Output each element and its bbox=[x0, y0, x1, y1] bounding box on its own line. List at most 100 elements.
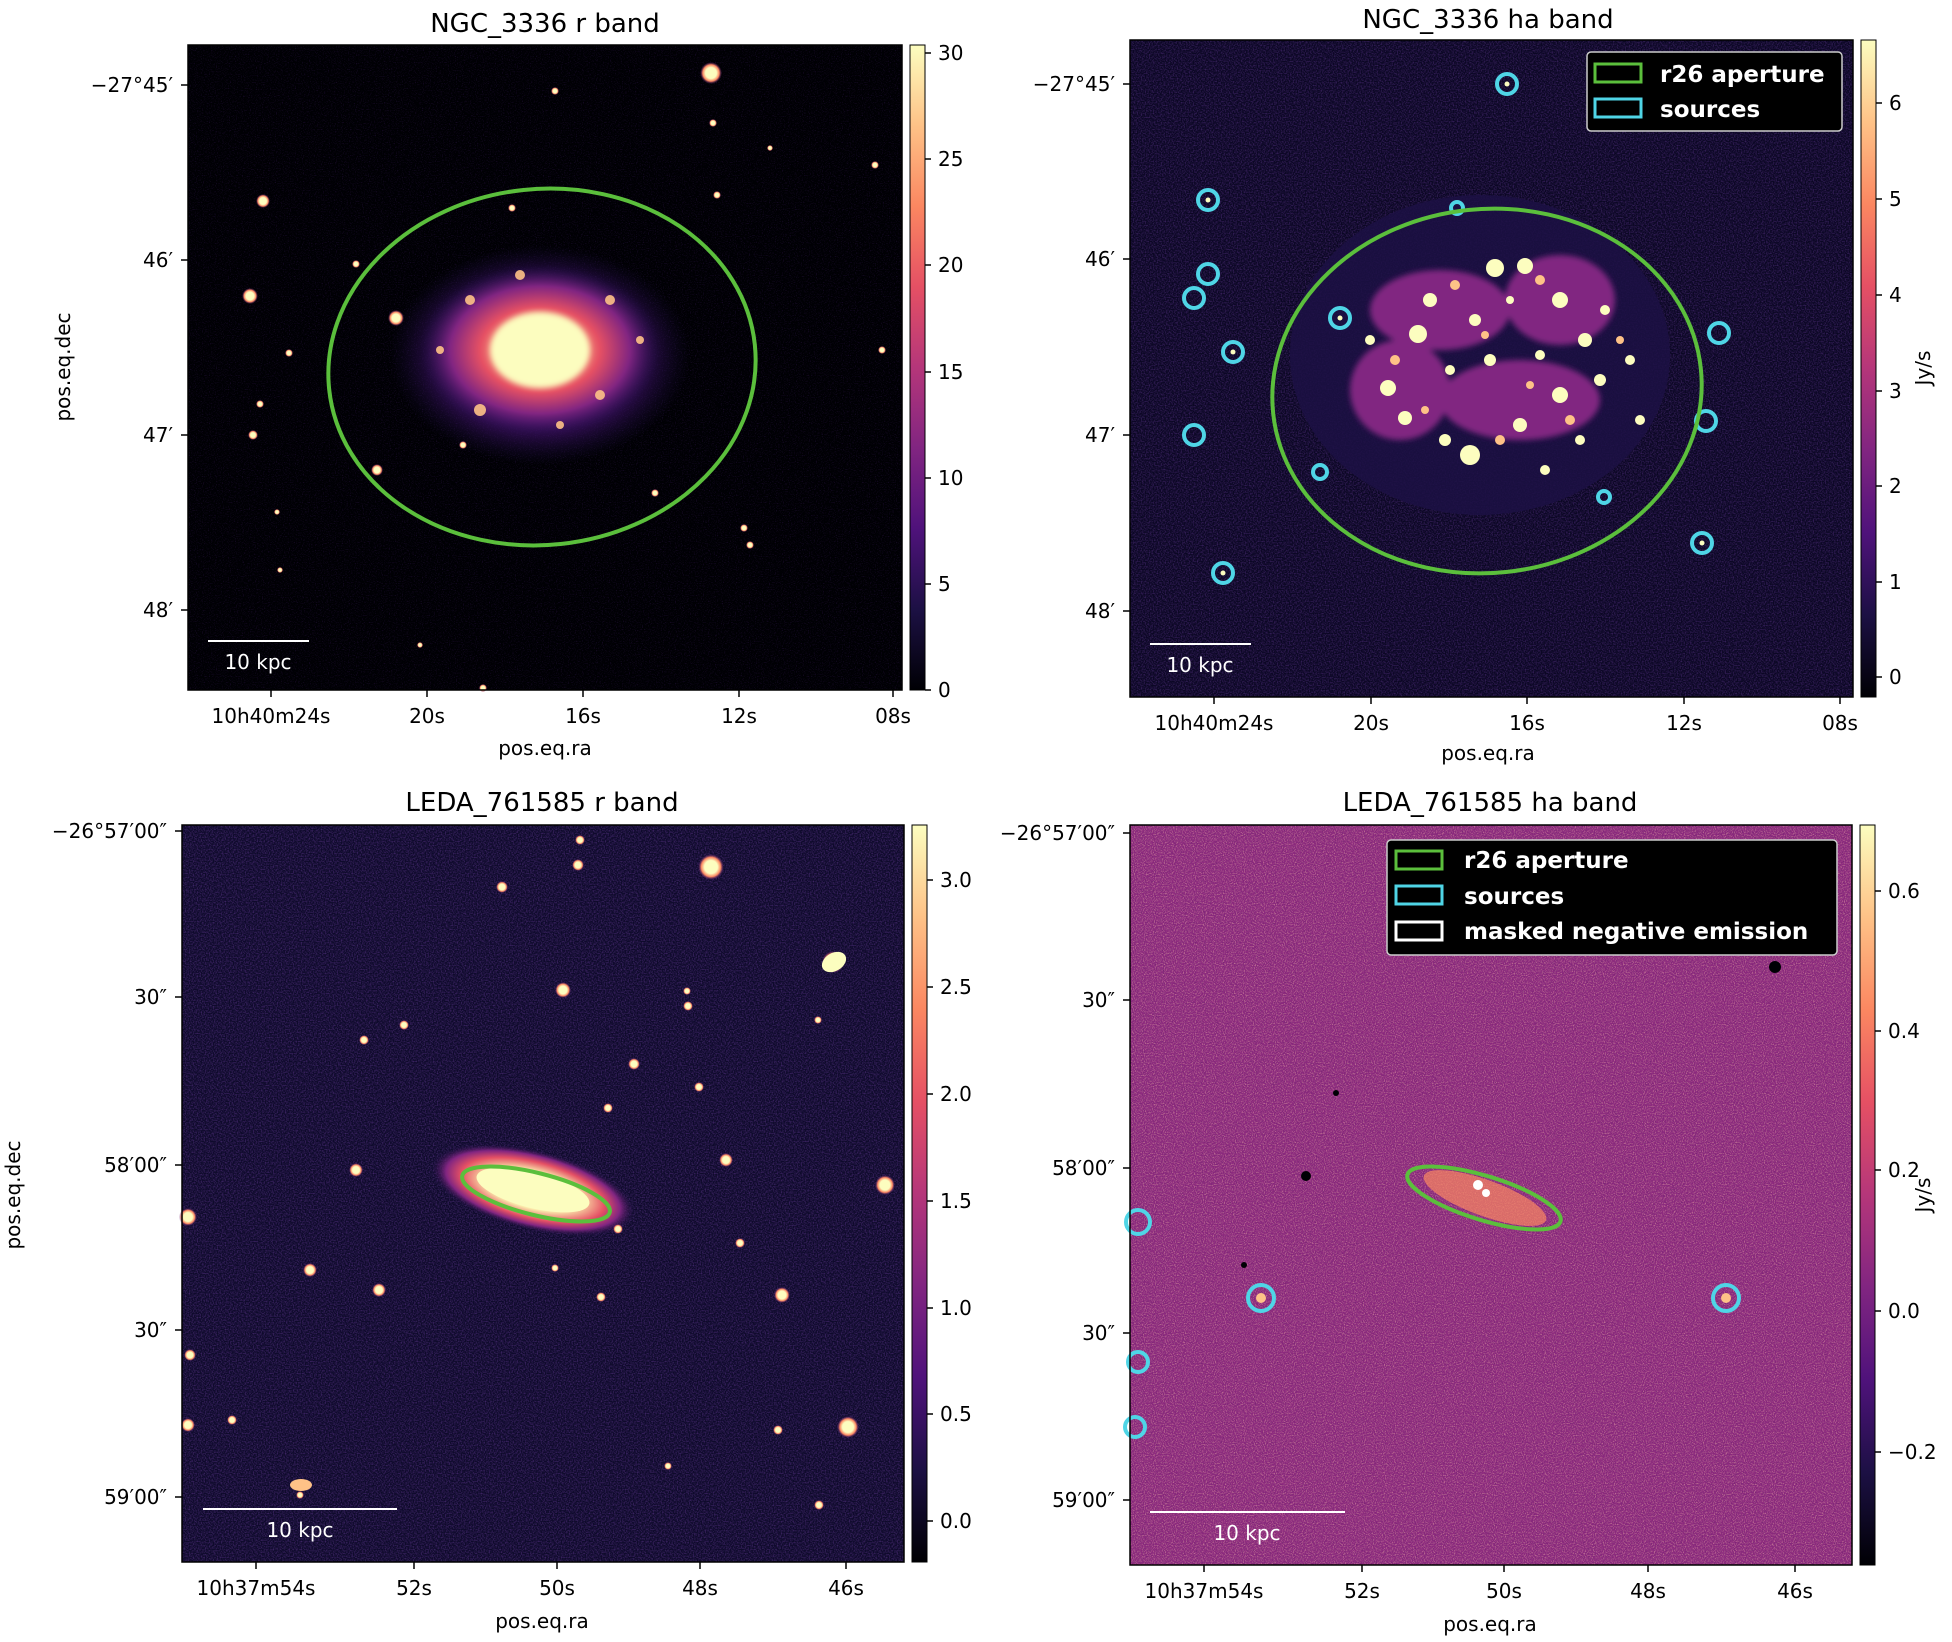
legend-entry: sources bbox=[1660, 97, 1760, 123]
r26-aperture bbox=[460, 1164, 612, 1224]
colorbar-label: Jy/s bbox=[1911, 1178, 1935, 1215]
x-tick-label: 12s bbox=[1666, 711, 1702, 735]
legend: r26 aperture sources masked negative emi… bbox=[1386, 839, 1838, 956]
colorbar-tick: 1.5 bbox=[940, 1189, 972, 1213]
colorbar-tick: 15 bbox=[938, 360, 963, 384]
scale-bar-label: 10 kpc bbox=[266, 1518, 333, 1542]
x-axis-label: pos.eq.ra bbox=[498, 736, 592, 760]
panel-title: LEDA_761585 ha band bbox=[1343, 788, 1638, 818]
legend: r26 aperture sources bbox=[1586, 51, 1843, 132]
x-tick-label: 08s bbox=[875, 704, 911, 728]
colorbar-tick: 0.0 bbox=[1888, 1299, 1920, 1323]
source-markers bbox=[1123, 1208, 1741, 1439]
scale-bar-label: 10 kpc bbox=[1213, 1521, 1280, 1545]
y-axis-label: pos.eq.dec bbox=[51, 312, 75, 421]
scale-bar-label: 10 kpc bbox=[1166, 653, 1233, 677]
colorbar-tick: 0 bbox=[938, 678, 951, 702]
y-tick-label: 46′ bbox=[143, 248, 173, 272]
x-tick-label: 48s bbox=[1630, 1579, 1666, 1603]
source-markers bbox=[1182, 72, 1731, 585]
plot-frame bbox=[181, 824, 905, 1563]
colorbar: −0.2 0.0 0.2 0.4 0.6 Jy/s bbox=[1859, 824, 1937, 1566]
scale-bar: 10 kpc bbox=[208, 640, 309, 674]
colorbar-tick: 3.0 bbox=[940, 868, 972, 892]
y-tick-label: 30″ bbox=[134, 985, 167, 1009]
colorbar: 0 1 2 3 4 5 6 Jy/s bbox=[1860, 39, 1935, 698]
y-tick-label: 48′ bbox=[143, 598, 173, 622]
y-tick-label: 58′00″ bbox=[104, 1153, 167, 1177]
colorbar-tick: 2 bbox=[1889, 474, 1902, 498]
y-tick-label: 30″ bbox=[1082, 988, 1115, 1012]
colorbar-tick: 0.5 bbox=[940, 1402, 972, 1426]
x-tick-label: 50s bbox=[1486, 1579, 1522, 1603]
colorbar-tick: −0.2 bbox=[1888, 1440, 1937, 1464]
panel-title: NGC_3336 r band bbox=[430, 9, 660, 39]
legend-entry: masked negative emission bbox=[1464, 919, 1808, 945]
colorbar-tick: 0.0 bbox=[940, 1509, 972, 1533]
colorbar-tick: 3 bbox=[1889, 379, 1902, 403]
colorbar-tick: 4 bbox=[1889, 283, 1902, 307]
r26-aperture bbox=[1405, 1164, 1563, 1232]
y-axis-label: pos.eq.dec bbox=[1, 1140, 25, 1249]
x-tick-label: 12s bbox=[721, 704, 757, 728]
sky-image bbox=[179, 825, 904, 1562]
x-tick-label: 20s bbox=[409, 704, 445, 728]
x-tick-label: 46s bbox=[1777, 1579, 1813, 1603]
x-tick-label: 10h37m54s bbox=[197, 1576, 316, 1600]
colorbar-tick: 20 bbox=[938, 253, 963, 277]
sky-image: r26 aperture sources bbox=[1130, 40, 1853, 697]
x-tick-label: 10h40m24s bbox=[212, 704, 331, 728]
y-tick-label: 59′00″ bbox=[104, 1485, 167, 1509]
y-tick-label: 46′ bbox=[1085, 247, 1115, 271]
scale-bar: 10 kpc bbox=[1150, 1511, 1345, 1545]
colorbar-tick: 5 bbox=[938, 572, 951, 596]
colorbar-tick: 2.5 bbox=[940, 975, 972, 999]
panel-ngc3336-ha: NGC_3336 ha band bbox=[1033, 5, 1935, 765]
sky-image: r26 aperture sources masked negative emi… bbox=[1123, 825, 1852, 1565]
y-tick-label: 30″ bbox=[134, 1318, 167, 1342]
plot-frame bbox=[1129, 824, 1853, 1566]
x-tick-label: 48s bbox=[682, 1576, 718, 1600]
r26-aperture bbox=[1270, 206, 1704, 576]
x-tick-label: 46s bbox=[828, 1576, 864, 1600]
y-tick-label: −27°45′ bbox=[91, 73, 174, 97]
x-axis-label: pos.eq.ra bbox=[495, 1609, 589, 1633]
colorbar-tick: 6 bbox=[1889, 91, 1902, 115]
colorbar-tick: 10 bbox=[938, 466, 963, 490]
x-tick-label: 52s bbox=[396, 1576, 432, 1600]
scale-bar: 10 kpc bbox=[1150, 643, 1251, 677]
plot-frame bbox=[187, 44, 903, 691]
legend-entry: r26 aperture bbox=[1660, 62, 1825, 88]
x-tick-label: 08s bbox=[1822, 711, 1858, 735]
y-tick-label: −26°57′00″ bbox=[1000, 821, 1115, 845]
y-tick-label: 58′00″ bbox=[1052, 1156, 1115, 1180]
panel-title: NGC_3336 ha band bbox=[1362, 5, 1613, 35]
legend-entry: r26 aperture bbox=[1464, 848, 1629, 874]
colorbar-tick: 2.0 bbox=[940, 1082, 972, 1106]
x-ticks bbox=[270, 690, 894, 697]
y-tick-label: 47′ bbox=[143, 423, 173, 447]
y-tick-label: 30″ bbox=[1082, 1321, 1115, 1345]
colorbar-tick: 30 bbox=[938, 41, 963, 65]
x-axis-label: pos.eq.ra bbox=[1441, 741, 1535, 765]
colorbar-tick: 1 bbox=[1889, 570, 1902, 594]
sky-image bbox=[188, 45, 902, 692]
panel-ngc3336-r: NGC_3336 r band bbox=[51, 9, 963, 760]
colorbar: 0.0 0.5 1.0 1.5 2.0 2.5 3.0 bbox=[911, 824, 972, 1563]
x-tick-label: 16s bbox=[565, 704, 601, 728]
y-tick-label: −27°45′ bbox=[1033, 72, 1116, 96]
plot-frame bbox=[1129, 39, 1854, 698]
x-tick-label: 10h40m24s bbox=[1155, 711, 1274, 735]
colorbar-tick: 0.4 bbox=[1888, 1019, 1920, 1043]
y-tick-label: −26°57′00″ bbox=[52, 819, 167, 843]
x-tick-label: 52s bbox=[1344, 1579, 1380, 1603]
legend-entry: sources bbox=[1464, 884, 1564, 910]
colorbar-tick: 0.6 bbox=[1888, 879, 1920, 903]
x-tick-label: 20s bbox=[1353, 711, 1389, 735]
colorbar-tick: 0 bbox=[1889, 665, 1902, 689]
y-tick-label: 48′ bbox=[1085, 599, 1115, 623]
colorbar-tick: 5 bbox=[1889, 187, 1902, 211]
panel-title: LEDA_761585 r band bbox=[405, 788, 678, 818]
panel-leda761585-r: LEDA_761585 r band bbox=[1, 788, 972, 1633]
